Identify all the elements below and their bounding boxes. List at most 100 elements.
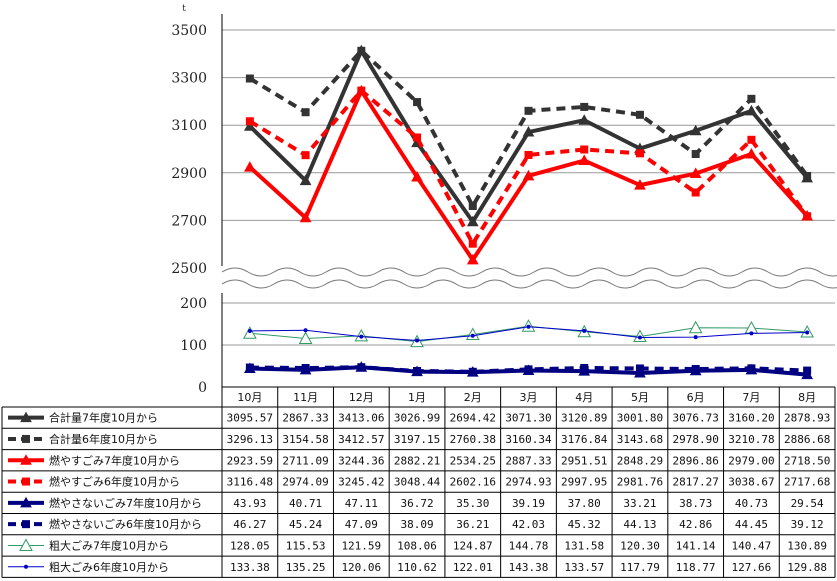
data-label: 2534.25 (450, 454, 496, 467)
data-label: 118.77 (676, 561, 716, 574)
data-label: 2979.00 (728, 454, 774, 467)
data-point (468, 202, 477, 211)
data-label: 2886.68 (784, 433, 830, 446)
series-5 (245, 363, 812, 376)
data-point (522, 169, 535, 181)
data-label: 2711.09 (282, 454, 328, 467)
data-label: 2974.09 (282, 476, 328, 489)
x-tick-label: 5月 (631, 391, 649, 404)
legend-entry: 粗大ごみ7年度10月から (8, 538, 169, 552)
data-point (301, 108, 310, 117)
data-label: 38.09 (400, 518, 433, 531)
data-label: 42.86 (679, 518, 712, 531)
y-tick-label: 200 (180, 296, 207, 312)
data-point (245, 117, 254, 126)
data-point (578, 154, 591, 166)
data-label: 2981.76 (617, 476, 663, 489)
x-tick-label: 7月 (742, 391, 760, 404)
data-point (580, 145, 589, 154)
data-point (468, 367, 477, 376)
data-point (578, 114, 591, 125)
data-label: 45.32 (568, 518, 601, 531)
data-point (688, 320, 703, 334)
x-tick-label: 4月 (575, 391, 593, 404)
data-point (745, 147, 758, 159)
legend-entry: 燃やすごみ6年度10月から (8, 475, 180, 489)
legend-label: 燃やすごみ6年度10月から (49, 475, 180, 489)
break-wave (221, 267, 837, 277)
data-label: 124.87 (453, 539, 493, 552)
data-point (747, 94, 756, 103)
data-point (526, 324, 531, 329)
data-point (245, 363, 254, 372)
data-label: 2602.16 (450, 476, 496, 489)
data-label: 3210.78 (728, 433, 774, 446)
data-point (468, 239, 477, 248)
data-label: 33.21 (623, 497, 656, 510)
data-label: 3071.30 (505, 412, 551, 425)
data-label: 3154.58 (282, 433, 328, 446)
data-point (634, 179, 646, 190)
data-point (303, 328, 308, 333)
legend-label: 燃やさないごみ7年度10月から (49, 496, 202, 510)
data-point (691, 188, 700, 197)
data-label: 3244.36 (338, 454, 384, 467)
data-point (691, 364, 700, 373)
data-point (247, 328, 252, 333)
data-label: 2978.90 (673, 433, 719, 446)
data-point (413, 367, 422, 376)
data-label: 36.21 (456, 518, 489, 531)
data-label: 144.78 (509, 539, 549, 552)
data-point (415, 338, 420, 343)
data-label: 3026.99 (394, 412, 440, 425)
data-point (466, 253, 479, 265)
data-point (805, 330, 810, 335)
data-point (524, 365, 533, 374)
data-label: 120.06 (341, 561, 381, 574)
series-3 (245, 86, 812, 248)
x-tick-label: 2月 (464, 391, 482, 404)
y-axis-ticks: 3500 3300 3100 2900 2700 2500 200 100 0 (171, 23, 207, 396)
data-label: 38.73 (679, 497, 712, 510)
data-label: 44.13 (623, 518, 656, 531)
data-label: 44.45 (735, 518, 768, 531)
data-point (301, 151, 310, 160)
y-tick-label: 3100 (171, 118, 207, 134)
data-label: 37.80 (568, 497, 601, 510)
data-point (466, 215, 479, 227)
data-point (359, 334, 364, 339)
y-tick-label: 2700 (171, 213, 207, 229)
data-label: 2923.59 (227, 454, 273, 467)
data-label: 46.27 (233, 518, 266, 531)
series-1 (245, 46, 812, 211)
data-label: 3001.80 (617, 412, 663, 425)
data-point (747, 135, 756, 144)
data-label: 29.54 (791, 497, 824, 510)
legend-label: 粗大ごみ6年度10月から (49, 560, 169, 574)
data-label: 3245.42 (338, 476, 384, 489)
data-label: 3120.89 (561, 412, 607, 425)
data-point (301, 363, 310, 372)
data-label: 2718.50 (784, 454, 830, 467)
data-label: 3160.20 (728, 412, 774, 425)
data-label: 2867.33 (282, 412, 328, 425)
data-label: 2760.38 (450, 433, 496, 446)
legend-entry: 合計量7年度10月から (8, 411, 158, 425)
data-point (20, 496, 32, 508)
data-label: 3296.13 (227, 433, 273, 446)
legend-label: 燃やすごみ7年度10月から (49, 453, 180, 467)
series-0 (244, 44, 813, 227)
data-label: 3076.73 (673, 412, 719, 425)
data-label: 40.73 (735, 497, 768, 510)
data-point (580, 102, 589, 111)
x-tick-label: 8月 (798, 391, 816, 404)
data-point (244, 120, 256, 131)
data-point (19, 538, 33, 551)
series-line (248, 88, 809, 246)
data-label: 2896.86 (673, 454, 719, 467)
data-label: 2887.33 (505, 454, 551, 467)
y-tick-label: 3500 (171, 23, 207, 39)
data-point (693, 335, 698, 340)
data-point (689, 124, 702, 136)
